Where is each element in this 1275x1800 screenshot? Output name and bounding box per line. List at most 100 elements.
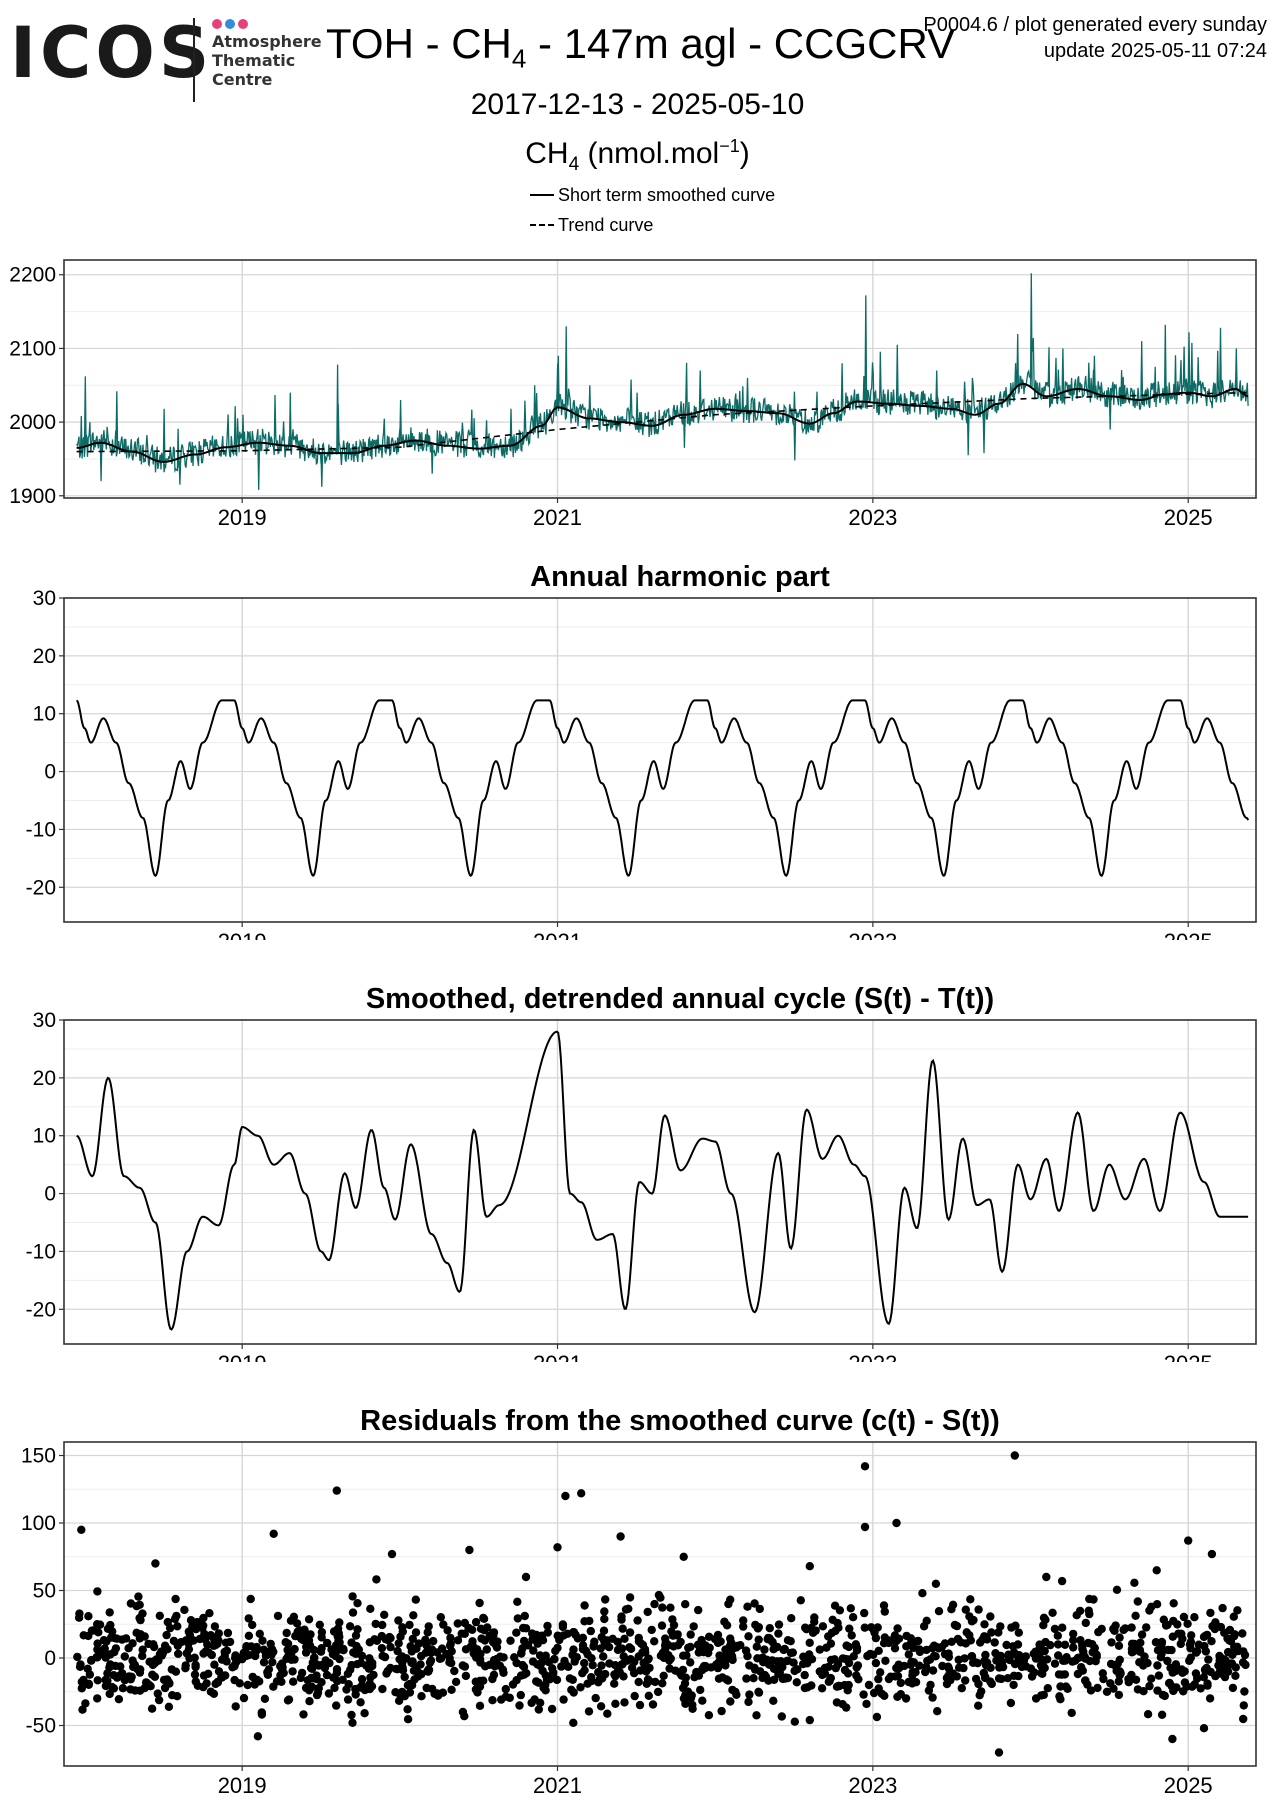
residual-point <box>567 1685 576 1694</box>
residual-point <box>510 1653 519 1662</box>
residual-point <box>277 1677 286 1686</box>
residual-point <box>924 1686 934 1695</box>
residual-point <box>586 1626 595 1636</box>
residual-point <box>833 1660 843 1669</box>
residual-point <box>330 1683 339 1693</box>
residual-point <box>1238 1629 1247 1638</box>
x-tick-label: 2019 <box>218 1351 267 1362</box>
residual-point <box>1010 1659 1020 1669</box>
residual-point <box>1169 1686 1178 1696</box>
residual-point <box>680 1679 690 1688</box>
residual-point <box>1009 1680 1018 1690</box>
residual-point <box>634 1637 644 1646</box>
residual-outlier-point <box>569 1718 578 1727</box>
residual-point <box>353 1625 362 1634</box>
residual-point <box>1240 1650 1250 1660</box>
residual-point <box>620 1634 629 1643</box>
residual-point <box>397 1687 407 1697</box>
residual-point <box>881 1656 890 1665</box>
residual-point <box>714 1674 724 1683</box>
residual-point <box>386 1642 395 1652</box>
residual-outlier-point <box>577 1489 586 1498</box>
residual-point <box>174 1649 183 1658</box>
residual-point <box>1229 1612 1239 1621</box>
residual-point <box>221 1638 231 1647</box>
residual-point <box>699 1648 708 1657</box>
residual-point <box>844 1642 854 1652</box>
x-tick-label: 2019 <box>218 929 267 940</box>
residual-point <box>173 1692 182 1701</box>
residual-point <box>1114 1677 1124 1686</box>
plot-meta-line1: P0004.6 / plot generated every sunday <box>923 14 1267 36</box>
legend-label: Short term smoothed curve <box>558 185 776 205</box>
residual-point <box>847 1631 856 1640</box>
residual-point <box>163 1675 172 1684</box>
residual-point <box>405 1679 415 1689</box>
residual-point <box>650 1637 659 1646</box>
residual-point <box>163 1645 172 1654</box>
residual-point <box>1202 1663 1211 1673</box>
residual-point <box>273 1611 283 1621</box>
residual-point <box>744 1697 753 1707</box>
x-tick-label: 2021 <box>533 1773 582 1798</box>
residual-point <box>937 1642 947 1652</box>
residual-point <box>380 1652 390 1662</box>
residual-point <box>1220 1672 1230 1682</box>
residual-point <box>874 1646 883 1655</box>
residual-point <box>1115 1655 1125 1664</box>
residual-point <box>690 1673 699 1682</box>
residual-point <box>957 1684 966 1693</box>
residual-outlier-point <box>860 1522 870 1532</box>
residual-point <box>93 1694 102 1703</box>
residual-point <box>527 1698 536 1708</box>
residual-point <box>105 1608 114 1617</box>
x-tick-label: 2023 <box>848 1351 897 1362</box>
residual-point <box>210 1622 220 1631</box>
residual-point <box>874 1674 883 1684</box>
residual-point <box>1114 1690 1124 1700</box>
residual-point <box>603 1709 612 1718</box>
residual-point <box>136 1615 145 1625</box>
residual-point <box>689 1622 698 1631</box>
residual-point <box>457 1629 466 1638</box>
residual-point <box>1140 1657 1149 1666</box>
residual-point <box>259 1658 269 1667</box>
residual-point <box>580 1658 589 1668</box>
residual-point <box>1085 1609 1094 1619</box>
plot-frame <box>63 597 1257 923</box>
residual-point <box>1206 1608 1215 1618</box>
residual-point <box>1193 1647 1202 1656</box>
y-tick-label: -10 <box>26 818 56 841</box>
residual-point <box>386 1633 395 1643</box>
residual-point <box>869 1688 879 1698</box>
residual-point <box>750 1663 759 1672</box>
residual-point <box>584 1707 594 1716</box>
residual-point <box>1190 1613 1199 1622</box>
annual-harmonic-line <box>75 699 1250 877</box>
residual-outlier-point <box>616 1532 625 1541</box>
residual-point <box>1136 1638 1145 1647</box>
residual-outlier-point <box>1168 1734 1177 1744</box>
residual-point <box>630 1691 639 1701</box>
residual-point <box>252 1646 261 1655</box>
residual-point <box>600 1607 609 1616</box>
residual-point <box>621 1605 631 1614</box>
residual-point <box>152 1655 161 1664</box>
residual-point <box>909 1643 918 1652</box>
residual-point <box>171 1594 180 1604</box>
residual-point <box>1130 1578 1139 1587</box>
residual-point <box>134 1592 143 1601</box>
residual-point <box>800 1670 809 1680</box>
residual-point <box>862 1699 871 1709</box>
residual-point <box>569 1628 578 1637</box>
chart-title: Annual harmonic part <box>530 561 830 593</box>
residual-point <box>1203 1679 1212 1688</box>
residual-point <box>658 1603 667 1612</box>
residual-point <box>755 1604 764 1614</box>
residual-point <box>185 1654 194 1663</box>
unit-superscript: −1 <box>719 136 740 156</box>
residual-point <box>1067 1708 1076 1718</box>
residual-point <box>681 1600 690 1609</box>
residual-point <box>106 1620 115 1630</box>
residual-point <box>1056 1695 1065 1704</box>
